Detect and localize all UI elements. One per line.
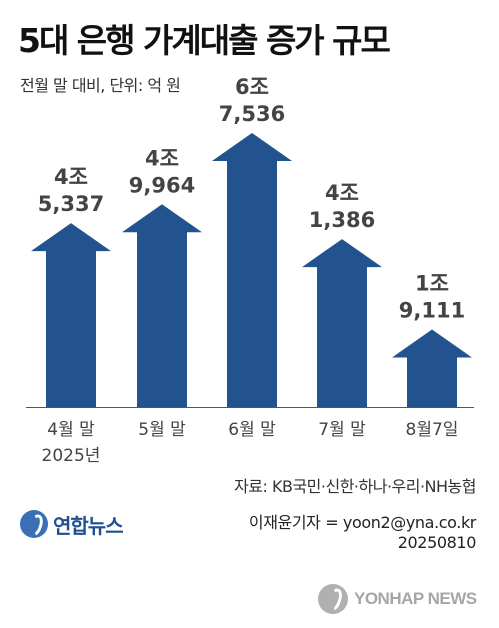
chart-title: 5대 은행 가계대출 증가 규모: [18, 21, 391, 60]
category-label: 8월7일: [406, 420, 459, 440]
credit-reporter: 이재윤기자 = yoon2@yna.co.kr: [248, 513, 476, 532]
bar-value-label: 6조: [235, 75, 269, 99]
yonhap-logo-icon: [20, 510, 48, 538]
bar-chart: 4조 5,337 4월 말 2025년 4조 9,964 5월 말 6조 7,536 6월 말 4조…: [26, 75, 474, 466]
watermark-text: YONHAP NEWS: [354, 589, 477, 608]
logo-text: 연합뉴스: [53, 513, 124, 538]
bar-arrow: [212, 133, 292, 407]
bar-value-label: 1조: [415, 271, 449, 295]
bar-value-label: 4조: [145, 146, 179, 170]
chart-subtitle: 전월 말 대비, 단위: 억 원: [20, 76, 181, 95]
category-label: 2025년: [42, 446, 101, 466]
bar-value-label: 4조: [325, 181, 359, 205]
category-label: 4월 말: [47, 420, 95, 440]
bar-value-label: 9,111: [399, 298, 465, 322]
bar-arrow: [122, 204, 202, 407]
bar-arrow: [392, 329, 472, 407]
credit: 이재윤기자 = yoon2@yna.co.kr 20250810: [249, 513, 476, 553]
category-label: 6월 말: [228, 420, 276, 440]
bar-value-label: 5,337: [38, 192, 104, 216]
bar-arrow: [302, 239, 382, 407]
bar-value-label: 1,386: [309, 208, 375, 232]
yonhap-watermark-icon: [318, 584, 348, 614]
bar-value-label: 7,536: [219, 102, 285, 126]
credit-date: 20250810: [397, 533, 477, 552]
source-note: 자료: KB국민·신한·하나·우리·NH농협: [234, 477, 476, 496]
bar-arrow: [31, 223, 111, 407]
category-label: 7월 말: [318, 420, 366, 440]
bar-value-label: 4조: [54, 165, 88, 189]
category-label: 5월 말: [138, 420, 186, 440]
watermark: YONHAP NEWS: [318, 582, 488, 616]
bar-value-label: 9,964: [129, 173, 195, 197]
publisher-logo: 연합뉴스: [20, 508, 124, 540]
